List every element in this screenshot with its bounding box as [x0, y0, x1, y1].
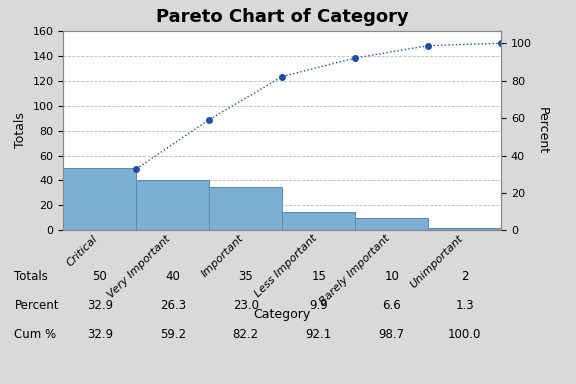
- Text: 32.9: 32.9: [87, 299, 113, 312]
- Text: 26.3: 26.3: [160, 299, 186, 312]
- Text: Percent: Percent: [14, 299, 59, 312]
- Text: Cum %: Cum %: [14, 328, 56, 341]
- Y-axis label: Percent: Percent: [536, 107, 548, 154]
- Text: 2: 2: [461, 270, 468, 283]
- Text: 9.9: 9.9: [309, 299, 328, 312]
- Y-axis label: Totals: Totals: [14, 113, 27, 149]
- Text: 6.6: 6.6: [382, 299, 401, 312]
- Bar: [355, 218, 428, 230]
- Text: 23.0: 23.0: [233, 299, 259, 312]
- Text: 15: 15: [311, 270, 326, 283]
- Text: 59.2: 59.2: [160, 328, 186, 341]
- Text: 10: 10: [384, 270, 399, 283]
- Text: 35: 35: [238, 270, 253, 283]
- Title: Pareto Chart of Category: Pareto Chart of Category: [156, 8, 408, 26]
- Text: 1.3: 1.3: [455, 299, 474, 312]
- Text: Totals: Totals: [14, 270, 48, 283]
- Text: 40: 40: [165, 270, 180, 283]
- Text: 50: 50: [93, 270, 107, 283]
- X-axis label: Category: Category: [253, 308, 311, 321]
- Bar: [209, 187, 282, 230]
- Text: 98.7: 98.7: [378, 328, 405, 341]
- Text: 92.1: 92.1: [306, 328, 332, 341]
- Text: 100.0: 100.0: [448, 328, 482, 341]
- Bar: [282, 212, 355, 230]
- Bar: [428, 228, 501, 230]
- Text: 82.2: 82.2: [233, 328, 259, 341]
- Bar: [137, 180, 209, 230]
- Bar: [63, 168, 137, 230]
- Text: 32.9: 32.9: [87, 328, 113, 341]
